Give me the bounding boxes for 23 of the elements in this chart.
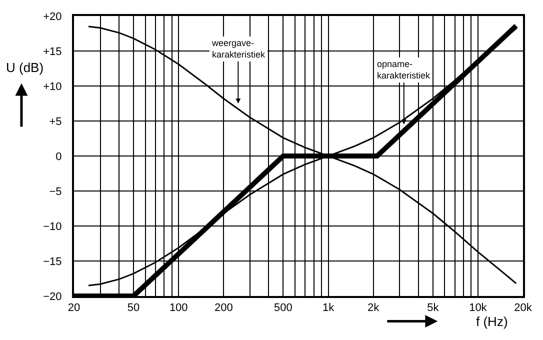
y-tick-label: 0 [56, 150, 62, 163]
y-tick-label: +5 [49, 116, 62, 128]
x-tick-label: 1k [322, 302, 335, 314]
annotation: opname- karakteristiek [377, 59, 431, 81]
x-tick-label: 50 [127, 302, 140, 314]
y-tick-label: +20 [43, 10, 62, 23]
y-tick-label: −15 [43, 256, 62, 268]
x-tick-label: 200 [214, 302, 233, 314]
x-tick-label: 2k [368, 302, 380, 314]
x-axis-title: f (Hz) [476, 314, 508, 329]
y-tick-label: −10 [43, 220, 62, 233]
y-tick-label: −20 [43, 290, 62, 303]
y-tick-label: +15 [43, 46, 62, 58]
x-tick-label: 100 [169, 302, 188, 314]
x-tick-label: 20 [68, 302, 80, 314]
y-tick-label: −5 [49, 186, 62, 198]
y-axis-title: U (dB) [6, 60, 44, 75]
y-tick-label: +10 [43, 80, 62, 93]
x-tick-label: 20k [514, 302, 532, 314]
x-tick-label: 5k [427, 302, 440, 314]
annotation: weergave- karakteristiek [211, 38, 266, 60]
x-tick-label: 10k [469, 302, 488, 314]
x-tick-label: 500 [274, 302, 292, 314]
